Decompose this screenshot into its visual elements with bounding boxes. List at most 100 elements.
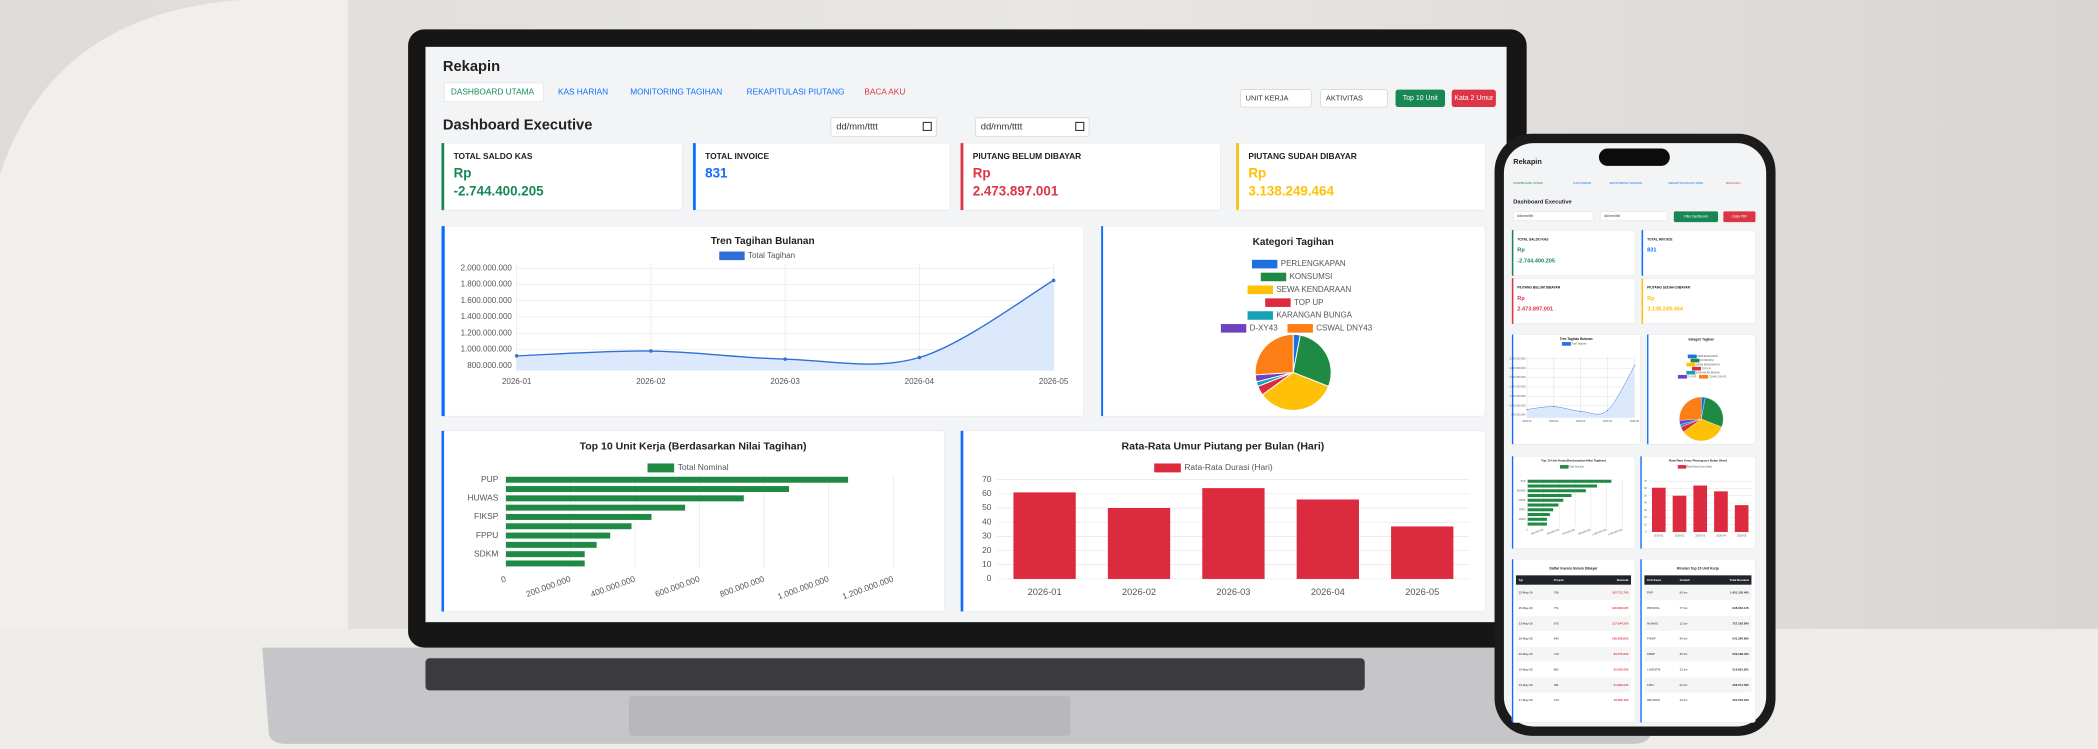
select[interactable] (1239, 89, 1312, 108)
button-label[interactable]: Cetak PDF (1732, 215, 1748, 219)
table-cell: 83.575.000 (1614, 652, 1629, 656)
table-title: Rincian Top 10 Unit Kerja (1677, 567, 1719, 571)
y-tick-label: 70 (982, 474, 992, 484)
card-label: TOTAL INVOICE (1647, 237, 1673, 241)
nav-item[interactable]: MONITORING TAGIHAN (1610, 181, 1643, 185)
y-tick-label: HUWAS (1517, 489, 1526, 492)
x-tick-label: 2026-02 (1675, 534, 1685, 538)
table-row-bg (1515, 646, 1632, 662)
y-tick-label: FPPU (1519, 508, 1526, 511)
legend-label: Rata-Rata Durasi (Hari) (1184, 462, 1272, 472)
table-cell: 117.544.250 (1612, 621, 1629, 625)
nav-item[interactable]: BACA AKU (864, 87, 905, 97)
date-input[interactable] (830, 117, 937, 137)
y-tick-label: 20 (982, 545, 992, 555)
table-row-bg (1644, 677, 1752, 693)
date-input[interactable] (1600, 211, 1668, 221)
y-tick-label: FPPU (476, 530, 498, 540)
y-tick-label: SDKM (474, 548, 498, 558)
y-tick-label: 0 (987, 573, 992, 583)
panel-accent (1647, 334, 1649, 445)
button-label[interactable]: Top 10 Unit (1403, 95, 1438, 102)
button[interactable] (1395, 89, 1446, 108)
table-cell: 682 (1554, 667, 1559, 671)
nav-item[interactable]: DASHBOARD UTAMA (451, 87, 535, 97)
chart-title: Tren Tagihan Bulanan (1560, 337, 1593, 341)
bar (505, 504, 686, 511)
date-placeholder[interactable]: dd/mm/tttt (836, 122, 878, 132)
legend-label: PERLENGKAPAN (1281, 259, 1346, 268)
select-label[interactable]: UNIT KERJA (1246, 93, 1289, 102)
table-header-cell: Total Nominal (1730, 578, 1749, 582)
table-cell: 771 (1554, 606, 1559, 610)
bar (505, 560, 585, 567)
button-label[interactable]: Filter Dashboard (1684, 215, 1708, 219)
legend-swatch (1690, 358, 1700, 363)
y-tick-label: PUP (1521, 480, 1526, 483)
card-value: -2.744.400.205 (1517, 258, 1555, 264)
chart-title: Top 10 Unit Kerja (Berdasarkan Nilai Tag… (1541, 459, 1606, 463)
table-cell: 509.168.400 (1732, 652, 1749, 656)
nav-item[interactable]: DASHBOARD UTAMA (1513, 181, 1543, 185)
date-placeholder[interactable]: dd/mm/tttt (1604, 214, 1619, 218)
legend-label: CSWAL DNY43 (1316, 323, 1373, 332)
bar (505, 513, 652, 520)
legend-swatch (1677, 374, 1687, 379)
table-cell: 796 (1554, 591, 1559, 595)
button[interactable] (1673, 211, 1718, 223)
select-label[interactable]: AKTIVITAS (1326, 93, 1363, 102)
x-tick-label: 600.000.000 (1562, 528, 1576, 536)
y-tick-label: 1.600.000.000 (1509, 376, 1526, 379)
card-value: -2.744.400.205 (454, 184, 545, 199)
table-cell: FBDP (1647, 652, 1655, 656)
bar (1527, 479, 1612, 483)
nav-active (443, 82, 544, 103)
date-placeholder[interactable]: dd/mm/tttt (1517, 214, 1532, 218)
y-tick-label: 1.600.000.000 (461, 296, 513, 305)
button[interactable] (1723, 211, 1756, 223)
x-tick-label: 2026-05 (1737, 534, 1747, 538)
bar (1527, 503, 1559, 507)
x-tick-label: 2026-03 (1576, 420, 1586, 423)
x-tick-label: 2026-01 (1654, 534, 1664, 538)
date-input[interactable] (1513, 211, 1594, 221)
calendar-icon (1075, 121, 1085, 131)
bar (505, 541, 597, 548)
select[interactable] (1320, 89, 1388, 108)
area (1526, 365, 1635, 418)
table-cell: 491.679.040 (1732, 698, 1749, 702)
nav-item[interactable]: BACA AKU (1726, 181, 1741, 185)
legend-swatch (1154, 463, 1181, 473)
bar (1734, 505, 1749, 532)
button-label[interactable]: Kata 2 Umur (1454, 95, 1494, 102)
button[interactable] (1451, 89, 1496, 108)
nav-item[interactable]: KAS HARIAN (1573, 181, 1591, 185)
card-label: TOTAL SALDO KAS (1517, 237, 1549, 241)
legend-label: SEWA KENDARAAN (1276, 285, 1351, 294)
nav-item[interactable]: REKAPITULASI PIUTANG (747, 87, 845, 97)
nav-item[interactable]: REKAPITULASI PIUTANG (1668, 181, 1703, 185)
legend-swatch (1247, 285, 1273, 295)
legend-swatch (1265, 298, 1291, 307)
nav-item[interactable]: MONITORING TAGIHAN (630, 87, 722, 97)
y-tick-label: SDKM (1519, 518, 1526, 521)
table-row-bg (1644, 616, 1752, 631)
bar (505, 486, 790, 493)
card-accent (1511, 230, 1514, 276)
card-accent (960, 143, 964, 211)
x-tick-label: 2026-05 (1630, 420, 1640, 423)
bar (505, 476, 849, 483)
y-tick-label: 1.800.000.000 (1509, 367, 1526, 370)
legend-swatch (1699, 374, 1708, 379)
table-cell: 13 Inv (1680, 667, 1689, 671)
bar (505, 532, 611, 539)
date-input[interactable] (975, 117, 1090, 137)
table-cell: PUP (1647, 591, 1653, 595)
date-placeholder[interactable]: dd/mm/tttt (981, 122, 1023, 132)
point (917, 355, 922, 360)
x-tick-label: 800.000.000 (1578, 528, 1592, 536)
nav-item[interactable]: KAS HARIAN (558, 87, 608, 97)
pie-slice (1254, 333, 1294, 376)
